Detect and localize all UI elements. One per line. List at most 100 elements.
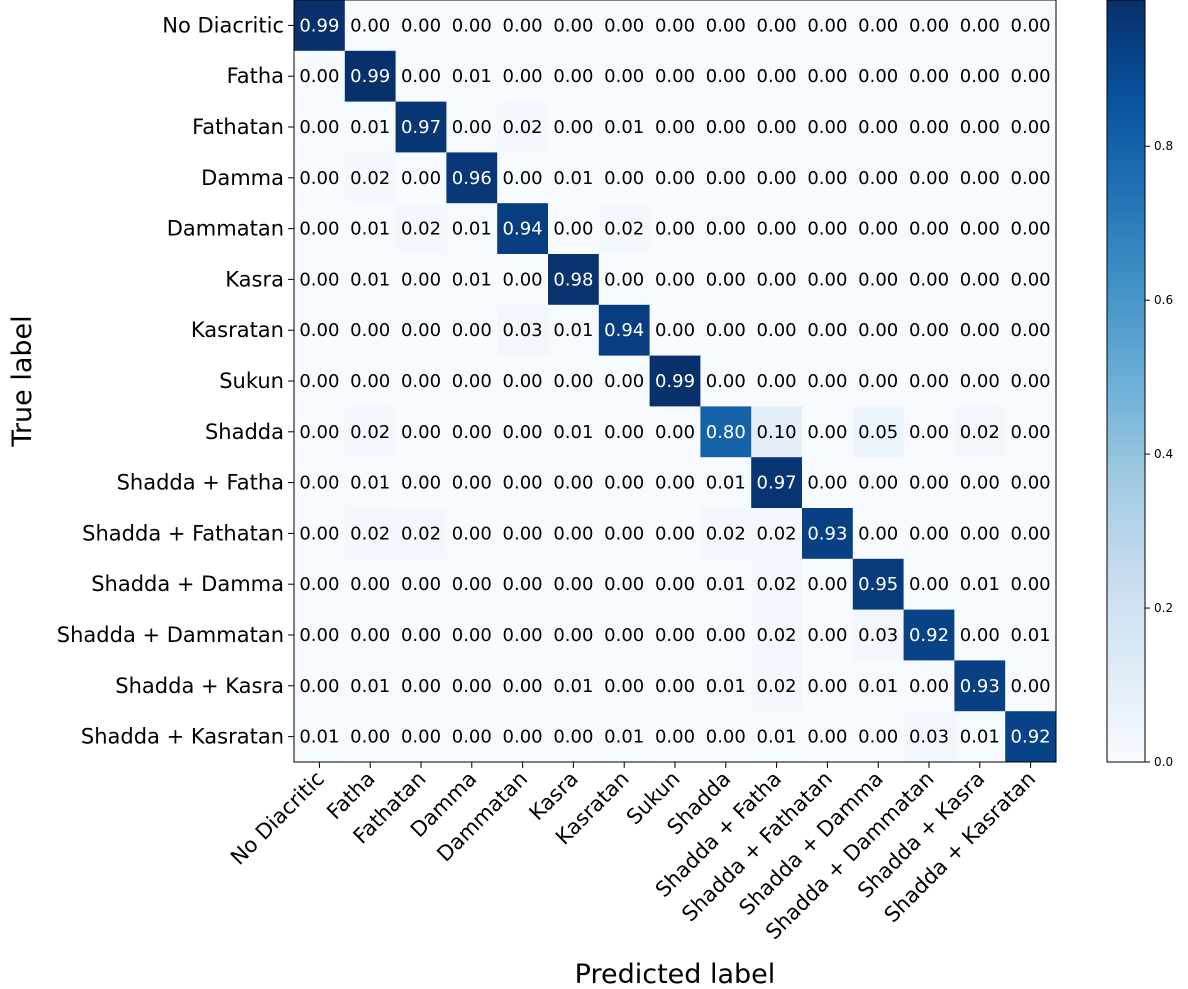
y-tick-label: Fatha [227,64,284,88]
cell-value-label: 0.00 [401,320,441,341]
heatmap-cell [852,660,905,712]
cell-value-label: 0.00 [503,676,543,697]
heatmap-cell [802,152,854,204]
cell-value-label: 0.00 [299,320,339,341]
heatmap-cell [294,558,346,611]
cell-value-label: 0.00 [909,66,949,87]
heatmap-cell [1005,406,1057,458]
heatmap-cell [903,355,955,407]
cell-value-label: 0.01 [553,422,593,443]
heatmap-cell [954,660,1006,712]
y-tick-label: Shadda + Dammatan [57,623,284,647]
cell-value-label: 0.00 [655,473,695,494]
heatmap-cell [649,660,701,712]
cell-value-label: 0.00 [807,66,847,87]
heatmap-cell [598,355,651,407]
cell-value-label: 0.00 [1011,168,1051,189]
heatmap-cell [852,152,905,204]
heatmap-cell [649,152,701,204]
heatmap-cell [903,152,955,204]
heatmap-cell [1005,558,1057,611]
cell-value-label: 0.00 [452,371,492,392]
heatmap-cell [751,254,803,306]
y-tick-label: Damma [201,166,284,190]
cell-value-label: 0.00 [401,727,441,748]
cell-value-label: 0.00 [960,625,1000,646]
heatmap-cell [294,609,346,661]
heatmap-cell [598,660,651,712]
cell-value-label: 0.00 [909,15,949,36]
cell-value-label: 0.00 [706,320,746,341]
cell-value-label: 0.00 [1011,117,1051,138]
heatmap-cell [446,0,498,52]
cell-value-label: 0.01 [350,269,390,290]
heatmap-cell [598,101,651,153]
cell-value-label: 0.03 [503,320,543,341]
x-axis-label: Predicted label [575,959,776,989]
heatmap-cell [344,406,397,458]
heatmap-cell [852,0,905,52]
cell-value-label: 0.00 [401,15,441,36]
heatmap-cell [903,711,955,763]
heatmap-cells [294,0,1057,763]
cell-value-label: 0.00 [299,523,339,544]
cell-value-label: 0.00 [452,523,492,544]
cell-value-label: 0.00 [299,219,339,240]
heatmap-cell [446,152,498,204]
heatmap-cell [344,355,397,407]
cell-value-label: 0.00 [299,269,339,290]
heatmap-cell [395,508,447,560]
cell-value-label: 0.01 [706,473,746,494]
heatmap-cell [802,254,854,306]
cell-value-label: 0.01 [553,168,593,189]
cell-value-label: 0.00 [1011,269,1051,290]
cell-value-label: 0.01 [706,676,746,697]
heatmap-cell [649,457,701,509]
cell-value-label: 0.00 [909,676,949,697]
cell-value-label: 0.00 [655,168,695,189]
y-tick-label: Fathatan [192,115,284,139]
cell-value-label: 0.00 [858,320,898,341]
cell-value-label: 0.80 [706,422,746,443]
heatmap-cell [598,609,651,661]
cell-value-label: 0.00 [655,574,695,595]
cell-value-label: 0.01 [858,676,898,697]
cell-value-label: 0.01 [960,727,1000,748]
heatmap-cell [700,508,752,560]
heatmap-cell [700,101,752,153]
cell-value-label: 0.00 [960,15,1000,36]
heatmap-cell [649,101,701,153]
heatmap-cell [649,0,701,52]
heatmap-cell [649,355,701,407]
heatmap-cell [954,0,1006,52]
heatmap-cell [954,711,1006,763]
heatmap-cell [903,406,955,458]
cell-value-label: 0.02 [757,574,797,595]
cell-value-label: 0.00 [503,727,543,748]
heatmap-cell [954,152,1006,204]
heatmap-cell [446,304,498,357]
cell-value-label: 0.00 [1011,66,1051,87]
colorbar [1106,0,1146,763]
heatmap-cell [852,101,905,153]
heatmap-cell [954,355,1006,407]
cell-value-label: 0.00 [401,625,441,646]
heatmap-cell [294,101,346,153]
heatmap-cell [344,101,397,153]
cell-value-label: 0.02 [350,523,390,544]
heatmap-cell [700,304,752,357]
cell-value-label: 0.00 [858,168,898,189]
cell-value-label: 0.00 [706,269,746,290]
cell-value-label: 0.01 [553,676,593,697]
cell-value-label: 0.00 [401,269,441,290]
heatmap-cell [1005,50,1057,103]
cell-value-label: 0.00 [503,625,543,646]
y-tick-label: Shadda + Kasra [115,674,284,698]
heatmap-cell [548,406,600,458]
cell-value-label: 0.00 [655,320,695,341]
heatmap-cell [497,50,549,103]
cell-value-label: 0.93 [960,676,1000,697]
cell-value-label: 0.00 [757,219,797,240]
heatmap-cell [700,711,752,763]
cell-value-label: 0.00 [706,219,746,240]
